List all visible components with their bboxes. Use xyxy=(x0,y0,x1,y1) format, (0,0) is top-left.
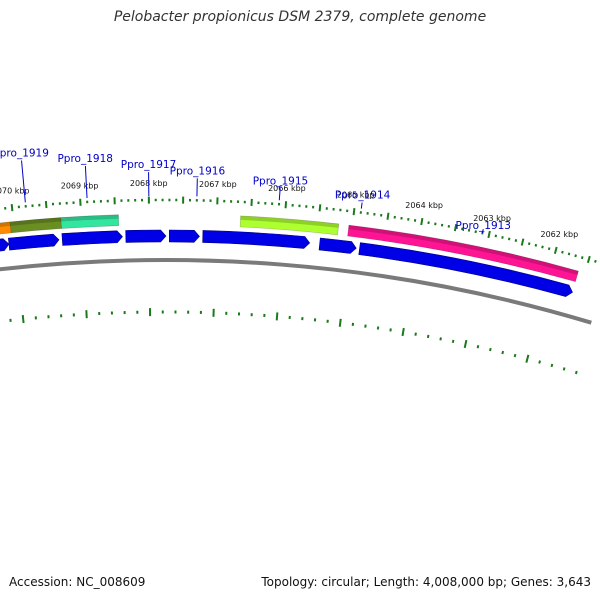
gene-arrow xyxy=(318,237,357,254)
gene-label: Ppro_1918 xyxy=(57,153,112,165)
inner-tick xyxy=(439,337,442,341)
outer-tick xyxy=(567,252,571,256)
inner-tick xyxy=(414,332,417,336)
feature-shade xyxy=(0,221,11,227)
outer-tick-track xyxy=(4,196,597,264)
kbp-label: 2064 kbp xyxy=(405,201,443,210)
gene-leader-line xyxy=(360,202,363,209)
genome-summary-text: Topology: circular; Length: 4,008,000 bp… xyxy=(261,575,591,589)
map-title: Pelobacter propionicus DSM 2379, complet… xyxy=(113,9,487,25)
inner-tick xyxy=(476,345,480,349)
inner-tick-track xyxy=(9,308,578,375)
gene-arrow xyxy=(0,238,10,252)
inner-tick xyxy=(451,339,455,344)
outer-tick xyxy=(547,247,551,251)
gene-arrow xyxy=(202,230,311,249)
gene-leader-line xyxy=(21,160,26,203)
gene-arrow xyxy=(358,242,573,297)
outer-tick xyxy=(574,254,577,258)
gene-arrow xyxy=(61,230,123,246)
feature-track xyxy=(0,214,579,283)
outer-tick xyxy=(386,212,390,220)
gene-label: Ppro_1917 xyxy=(121,159,176,171)
outer-tick xyxy=(580,256,584,260)
gene-arrow xyxy=(8,233,60,251)
outer-tick xyxy=(420,217,424,226)
outer-tick xyxy=(318,204,322,212)
gene-label: Ppro_1913 xyxy=(456,220,511,232)
outer-tick xyxy=(541,245,544,249)
outer-tick xyxy=(561,250,564,254)
backbone-line xyxy=(0,258,592,325)
outer-tick xyxy=(594,259,597,263)
outer-tick xyxy=(527,242,531,246)
inner-tick xyxy=(538,360,542,364)
inner-tick xyxy=(489,347,492,352)
inner-tick xyxy=(21,314,25,324)
feature-shade xyxy=(348,225,579,275)
outer-tick xyxy=(494,234,498,238)
outer-tick xyxy=(534,243,538,247)
outer-tick xyxy=(474,230,477,234)
inner-tick xyxy=(275,312,279,321)
feature-shade xyxy=(60,214,119,222)
gene-label: Ppro_1915 xyxy=(253,175,308,187)
gene-label: Ppro_1916 xyxy=(170,165,226,177)
outer-tick xyxy=(520,238,525,246)
feature-shade xyxy=(240,215,339,228)
inner-tick xyxy=(525,354,530,363)
inner-tick xyxy=(338,318,342,327)
inner-tick xyxy=(463,339,468,349)
outer-tick xyxy=(284,201,288,209)
outer-tick xyxy=(453,224,458,232)
gene-label: Ppro_1919 xyxy=(0,148,49,160)
outer-tick xyxy=(514,239,518,242)
outer-tick xyxy=(10,204,14,212)
outer-tick xyxy=(586,255,591,264)
inner-tick xyxy=(513,353,517,358)
gene-leader-line xyxy=(84,165,88,198)
feature-segment xyxy=(347,224,579,283)
feature-shade xyxy=(10,217,62,226)
feature-segment xyxy=(60,214,120,229)
inner-tick xyxy=(501,350,505,355)
gene-arrow xyxy=(169,229,200,243)
kbp-label: 2063 kbp xyxy=(473,214,511,223)
gene-leader-line xyxy=(278,188,281,201)
outer-tick xyxy=(501,236,504,239)
outer-tick xyxy=(487,230,491,239)
gene-track xyxy=(0,229,573,297)
inner-tick xyxy=(574,370,578,375)
gene-leader-line xyxy=(481,229,484,234)
outer-tick xyxy=(507,237,511,241)
outer-tick xyxy=(553,246,558,255)
inner-tick xyxy=(550,363,554,368)
outer-tick xyxy=(44,201,48,209)
inner-tick xyxy=(426,334,430,339)
inner-tick xyxy=(401,327,405,337)
outer-tick xyxy=(352,208,356,216)
gene-arrow xyxy=(125,229,167,243)
kbp-label: 2066 kbp xyxy=(268,184,306,193)
inner-tick xyxy=(562,367,566,371)
kbp-label: 2070 kbp xyxy=(0,187,30,196)
accession-text: Accession: NC_008609 xyxy=(9,575,146,589)
feature-segment xyxy=(239,215,340,236)
kbp-label: 2069 kbp xyxy=(61,181,99,190)
feature-segment xyxy=(9,217,62,234)
gene-label: Ppro_1914 xyxy=(335,190,391,202)
genome-backbone xyxy=(0,258,592,325)
kbp-label: 2065 kbp xyxy=(337,191,375,200)
kbp-label: 2067 kbp xyxy=(199,180,237,189)
kbp-label: 2062 kbp xyxy=(540,230,578,239)
